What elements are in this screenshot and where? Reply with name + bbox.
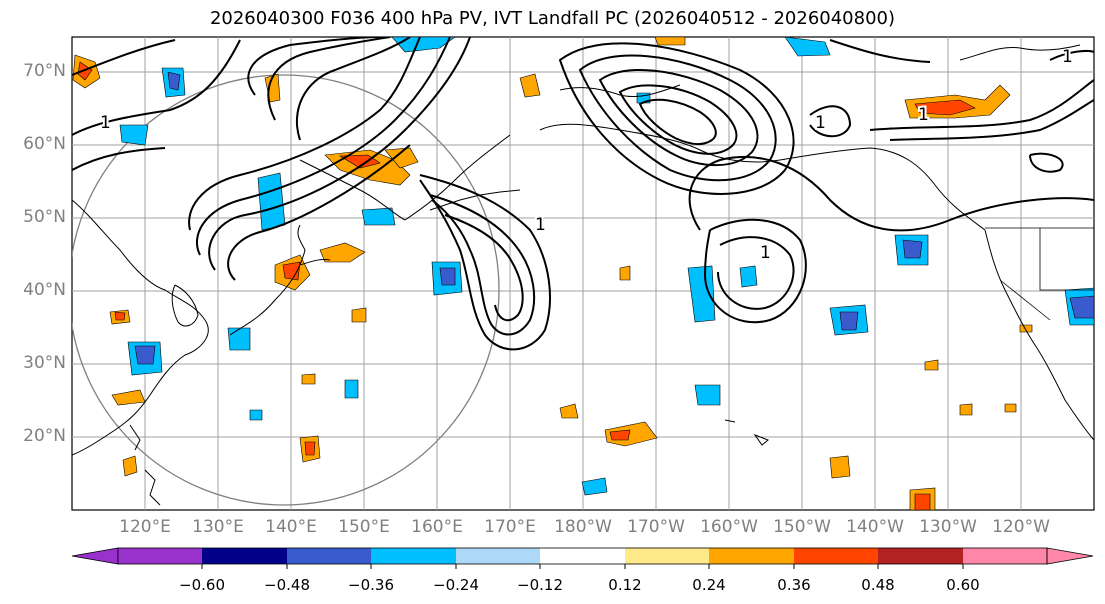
- lon-label: 150°E: [338, 517, 390, 537]
- colorbar-tick-label: 0.12: [608, 576, 642, 594]
- colorbar-tick-label: −0.24: [433, 576, 479, 594]
- lon-label: 170°W: [627, 517, 685, 537]
- colorbar-segment: [709, 548, 794, 564]
- lon-label: 140°W: [846, 517, 904, 537]
- lon-label: 160°W: [700, 517, 758, 537]
- lat-label: 70°N: [23, 61, 66, 81]
- colorbar: [71, 547, 1094, 569]
- lon-label: 120°W: [992, 517, 1050, 537]
- contour-label: 1: [760, 243, 771, 263]
- map-title: 2026040300 F036 400 hPa PV, IVT Landfall…: [209, 8, 896, 29]
- colorbar-segment: [287, 548, 371, 564]
- colorbar-tick-label: −0.48: [264, 576, 310, 594]
- colorbar-tick-label: −0.60: [179, 576, 225, 594]
- landfall-circle: [72, 74, 500, 506]
- lat-label: 30°N: [23, 353, 66, 373]
- lon-label: 130°E: [192, 517, 244, 537]
- colorbar-tick-label: 0.48: [861, 576, 895, 594]
- coastlines: [72, 44, 1094, 506]
- colorbar-segment: [963, 548, 1047, 564]
- colorbar-tick-label: 0.60: [946, 576, 980, 594]
- colorbar-extend-high: [1046, 547, 1094, 565]
- colorbar-outline: [117, 547, 1048, 565]
- colorbar-extend-low: [71, 547, 119, 565]
- pv-anomaly-patches: [72, 37, 1094, 510]
- lon-label: 180°W: [554, 517, 612, 537]
- lat-label: 40°N: [23, 280, 66, 300]
- colorbar-segment: [371, 548, 456, 564]
- lat-label: 60°N: [23, 134, 66, 154]
- contour-label: 1: [100, 113, 111, 133]
- colorbar-tick-label: −0.12: [517, 576, 563, 594]
- colorbar-tick-label: 0.24: [692, 576, 726, 594]
- colorbar-tick-label: −0.36: [348, 576, 394, 594]
- colorbar-segment: [118, 548, 202, 564]
- lon-label: 130°W: [919, 517, 977, 537]
- contour-labels: 1 1 1 1 1 1: [98, 45, 1075, 265]
- contour-label: 1: [1062, 47, 1073, 67]
- lon-label: 160°E: [411, 517, 463, 537]
- colorbar-segment: [878, 548, 963, 564]
- colorbar-segment: [540, 548, 625, 564]
- colorbar-segment: [202, 548, 287, 564]
- colorbar-segment: [794, 548, 878, 564]
- lon-label: 120°E: [119, 517, 171, 537]
- lon-label: 150°W: [773, 517, 831, 537]
- lat-label: 50°N: [23, 207, 66, 227]
- colorbar-tick-label: 0.36: [777, 576, 811, 594]
- lon-label: 140°E: [265, 517, 317, 537]
- colorbar-segment: [625, 548, 709, 564]
- contour-label: 1: [535, 215, 546, 235]
- colorbar-segment: [456, 548, 540, 564]
- lon-label: 170°E: [484, 517, 536, 537]
- pv-contours: [72, 37, 1094, 351]
- contour-label: 1: [815, 113, 826, 133]
- gridlines: [72, 37, 1094, 510]
- contour-label: 1: [918, 105, 929, 125]
- lat-label: 20°N: [23, 426, 66, 446]
